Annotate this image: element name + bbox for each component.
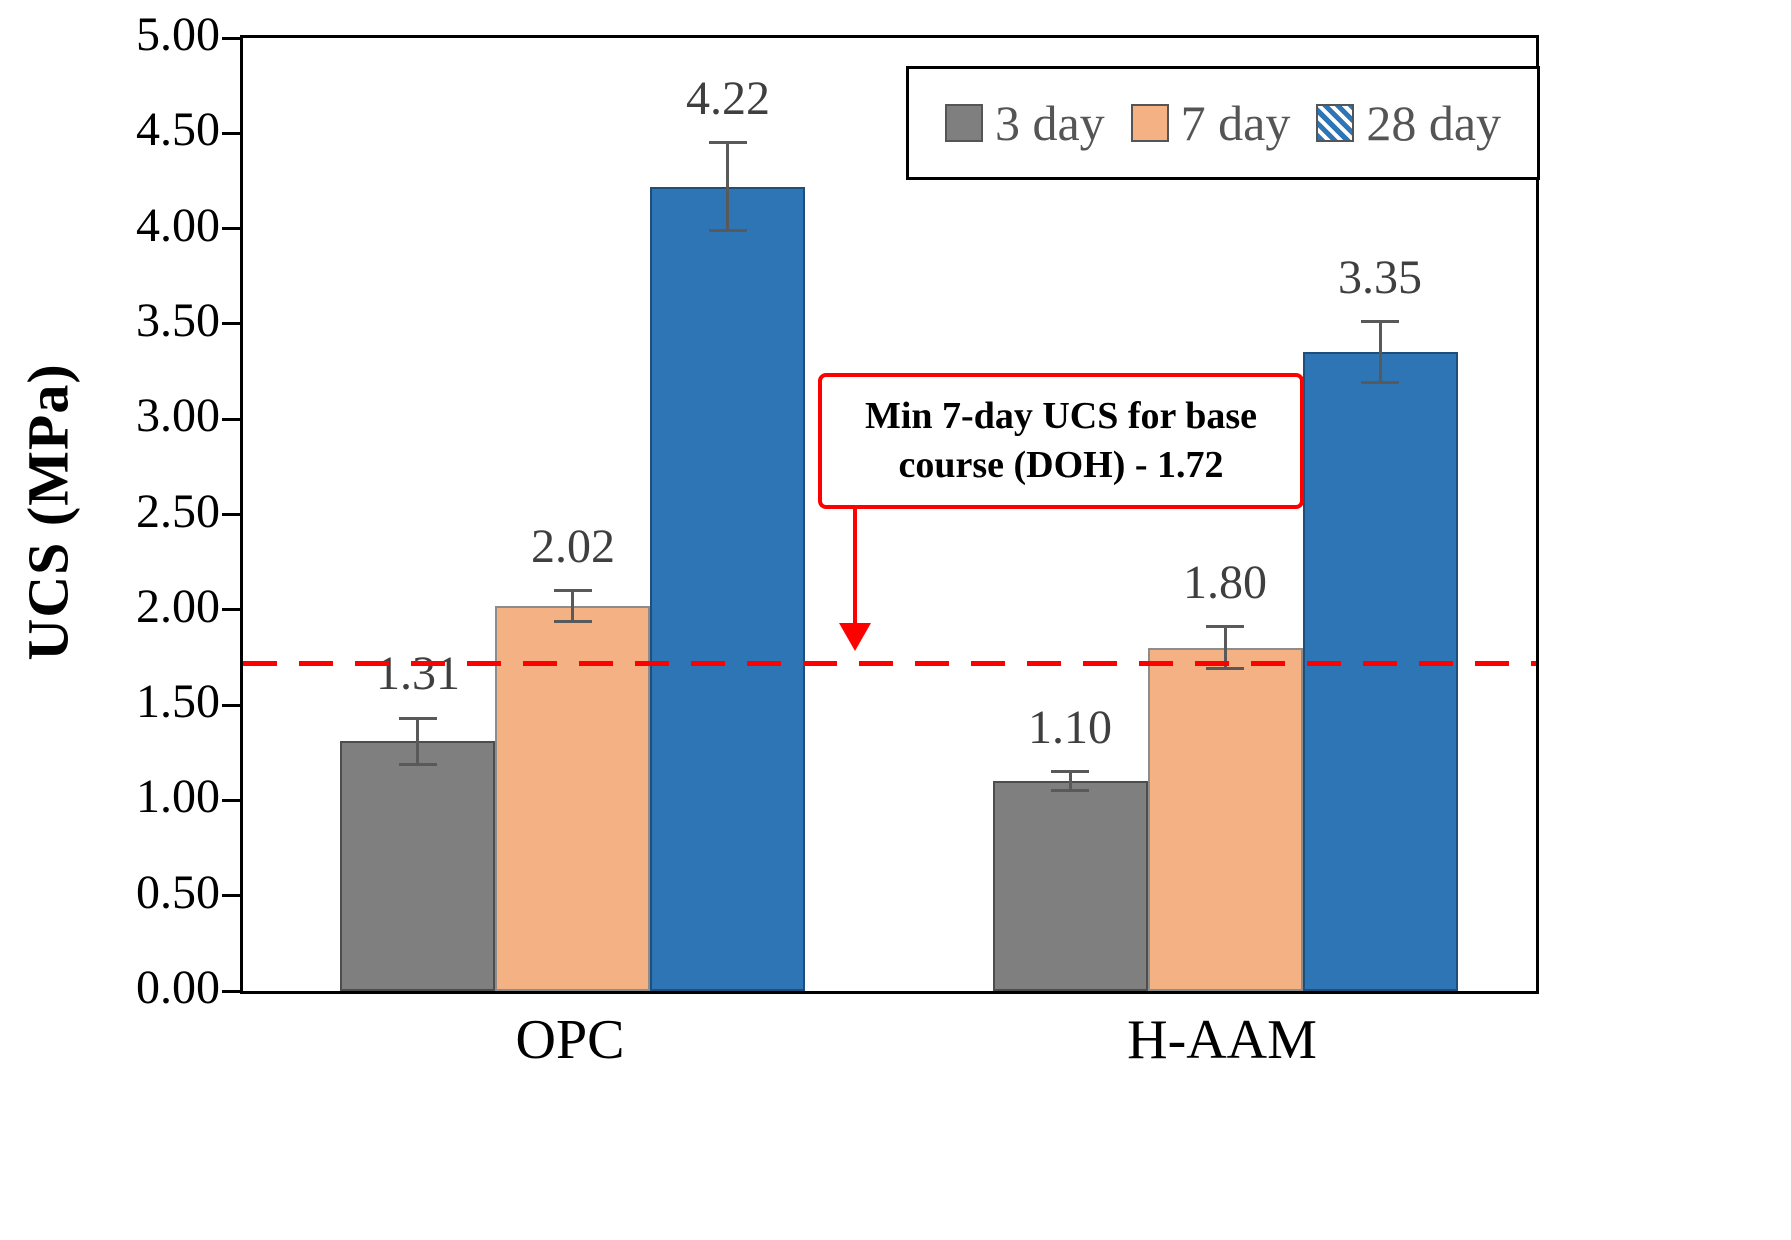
bar-3day-H-AAM bbox=[992, 781, 1148, 991]
annotation-line-2: course (DOH) - 1.72 bbox=[898, 444, 1224, 486]
bar-value-label: 1.10 bbox=[1028, 700, 1113, 754]
error-bar-cap bbox=[1051, 789, 1090, 793]
legend: 3 day 7 day 28 day bbox=[906, 66, 1540, 180]
error-bar bbox=[1378, 321, 1382, 383]
y-tick-mark bbox=[222, 227, 240, 231]
error-bar bbox=[726, 142, 730, 231]
bar-28day-H-AAM bbox=[1302, 352, 1458, 991]
error-bar-cap bbox=[708, 229, 747, 232]
y-tick-mark bbox=[222, 989, 240, 993]
error-bar-cap bbox=[553, 619, 592, 623]
y-tick-mark bbox=[222, 131, 240, 135]
bar-value-label: 3.35 bbox=[1338, 250, 1423, 304]
y-tick-label: 2.00 bbox=[136, 579, 220, 633]
legend-label: 28 day bbox=[1366, 95, 1502, 151]
bar-3day-OPC bbox=[340, 741, 496, 991]
y-tick-mark bbox=[222, 417, 240, 421]
category-label-H-AAM: H-AAM bbox=[1127, 1009, 1317, 1071]
legend-item-28day: 28 day bbox=[1316, 94, 1501, 152]
y-tick-label: 3.50 bbox=[136, 293, 220, 347]
annotation-box: Min 7-day UCS for base course (DOH) - 1.… bbox=[818, 373, 1304, 509]
legend-swatch-icon bbox=[1316, 104, 1355, 142]
legend-item-3day: 3 day bbox=[944, 94, 1105, 152]
legend-swatch-icon bbox=[1130, 104, 1169, 142]
error-bar bbox=[1223, 626, 1227, 669]
y-tick-mark bbox=[222, 513, 240, 516]
y-tick-mark bbox=[222, 703, 240, 707]
error-bar bbox=[571, 590, 575, 622]
y-tick-label: 0.50 bbox=[136, 865, 220, 919]
y-tick-mark bbox=[222, 608, 240, 612]
bar-28day-OPC bbox=[650, 186, 806, 991]
legend-item-7day: 7 day bbox=[1130, 94, 1291, 152]
error-bar-cap bbox=[1051, 770, 1090, 774]
y-tick-label: 5.00 bbox=[136, 8, 220, 61]
error-bar-cap bbox=[708, 141, 747, 145]
plot-area: Min 7-day UCS for base course (DOH) - 1.… bbox=[222, 35, 1540, 994]
error-bar-cap bbox=[398, 762, 437, 766]
bar-value-label: 4.22 bbox=[685, 71, 770, 125]
y-tick-label: 3.00 bbox=[136, 389, 220, 443]
bar-7day-H-AAM bbox=[1147, 647, 1303, 991]
threshold-dashed-line bbox=[243, 660, 1536, 666]
legend-label: 7 day bbox=[1180, 95, 1291, 151]
annotation-arrow-head-icon bbox=[839, 623, 871, 651]
error-bar bbox=[1068, 771, 1072, 791]
y-tick-mark bbox=[222, 894, 240, 898]
y-tick-label: 1.00 bbox=[136, 770, 220, 824]
bar-value-label: 1.31 bbox=[375, 647, 460, 701]
y-tick-label: 4.00 bbox=[136, 198, 220, 252]
y-tick-mark bbox=[222, 36, 240, 40]
error-bar-cap bbox=[553, 589, 592, 593]
error-bar-cap bbox=[1206, 625, 1245, 629]
annotation-arrow-line bbox=[853, 505, 857, 625]
y-tick-mark bbox=[222, 322, 240, 326]
y-tick-label: 2.50 bbox=[136, 484, 220, 538]
bar-value-label: 2.02 bbox=[530, 519, 615, 573]
error-bar-cap bbox=[398, 716, 437, 720]
category-label-OPC: OPC bbox=[515, 1009, 625, 1071]
annotation-line-1: Min 7-day UCS for base bbox=[865, 394, 1257, 437]
legend-swatch-icon bbox=[944, 104, 983, 142]
error-bar-cap bbox=[1361, 381, 1400, 385]
bar-7day-OPC bbox=[495, 605, 651, 991]
error-bar bbox=[416, 718, 420, 765]
error-bar-cap bbox=[1206, 667, 1245, 671]
y-tick-label: 0.00 bbox=[136, 961, 220, 1014]
y-tick-label: 1.50 bbox=[136, 675, 220, 729]
y-tick-mark bbox=[222, 798, 240, 802]
error-bar-cap bbox=[1361, 320, 1400, 324]
bar-value-label: 1.80 bbox=[1183, 555, 1268, 609]
y-tick-label: 4.50 bbox=[136, 103, 220, 157]
legend-label: 3 day bbox=[994, 95, 1105, 151]
